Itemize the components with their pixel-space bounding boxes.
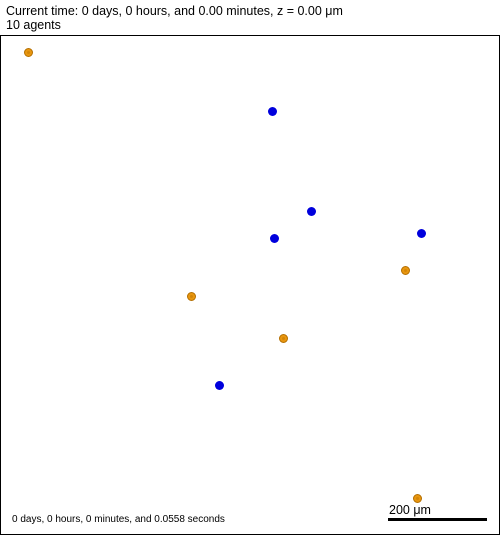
simulation-domain	[0, 35, 500, 535]
scale-bar	[388, 518, 487, 521]
agent-cell-blue	[307, 207, 316, 216]
agent-cell-blue	[215, 381, 224, 390]
agent-count-text: 10 agents	[6, 18, 343, 32]
elapsed-time-text: 0 days, 0 hours, 0 minutes, and 0.0558 s…	[12, 514, 225, 525]
agent-cell-orange	[279, 334, 288, 343]
current-time-text: Current time: 0 days, 0 hours, and 0.00 …	[6, 4, 343, 18]
simulation-header: Current time: 0 days, 0 hours, and 0.00 …	[6, 4, 343, 32]
agent-cell-blue	[417, 229, 426, 238]
scale-bar-label: 200 μm	[389, 503, 431, 517]
agent-cell-orange	[401, 266, 410, 275]
agent-cell-blue	[268, 107, 277, 116]
agent-cell-orange	[187, 292, 196, 301]
agent-cell-orange	[24, 48, 33, 57]
agent-cell-orange	[413, 494, 422, 503]
agent-cell-blue	[270, 234, 279, 243]
